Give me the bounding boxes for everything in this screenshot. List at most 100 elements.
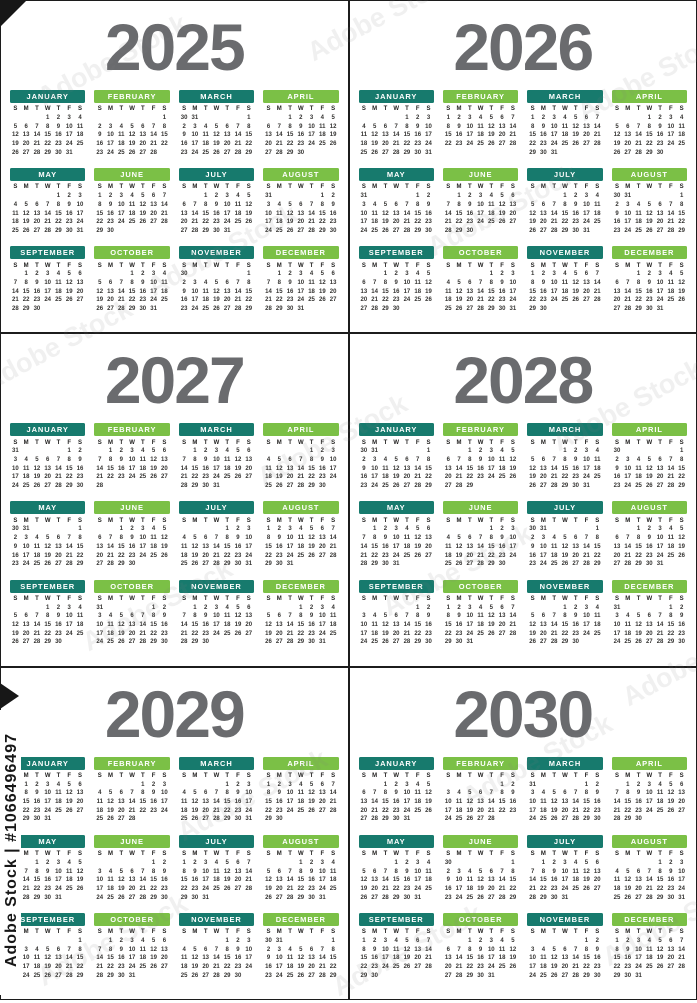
date-cell: 18 <box>612 885 623 894</box>
date-cell: 28 <box>274 148 285 157</box>
date-cell: 8 <box>612 945 623 954</box>
weekday-cell: T <box>137 183 148 192</box>
weekday-cell: T <box>306 772 317 781</box>
date-cell <box>507 815 518 824</box>
date-cell: 29 <box>391 893 402 902</box>
date-cell: 5 <box>380 612 391 621</box>
date-cell: 29 <box>412 227 423 236</box>
date-cell: 11 <box>538 798 549 807</box>
date-cell: 17 <box>94 629 105 638</box>
date-cell: 20 <box>94 551 105 560</box>
date-cell: 14 <box>179 464 190 473</box>
date-cell <box>263 603 274 612</box>
weekday-cell: T <box>53 772 64 781</box>
date-cell: 16 <box>116 954 127 963</box>
weekday-cell: T <box>137 595 148 604</box>
date-cell: 7 <box>285 612 296 621</box>
date-cell: 21 <box>475 296 486 305</box>
date-cell <box>443 937 454 946</box>
weekday-cell: F <box>412 850 423 859</box>
date-cell <box>359 270 370 279</box>
date-cell <box>263 447 274 456</box>
date-cell: 26 <box>423 296 434 305</box>
date-cell: 16 <box>359 473 370 482</box>
weekday-cell: S <box>94 183 105 192</box>
date-cell: 25 <box>359 148 370 157</box>
date-cell: 6 <box>475 789 486 798</box>
weekday-cell: T <box>570 772 581 781</box>
date-cell <box>423 305 434 314</box>
date-cell: 2 <box>328 192 339 201</box>
date-cell: 15 <box>42 131 53 140</box>
date-cell: 14 <box>285 876 296 885</box>
date-cell: 13 <box>665 945 676 954</box>
date-cell: 12 <box>549 798 560 807</box>
date-cell: 8 <box>391 867 402 876</box>
date-cell: 4 <box>222 603 233 612</box>
date-cell: 19 <box>64 798 75 807</box>
date-cell: 24 <box>581 473 592 482</box>
weekday-cell: S <box>10 595 21 604</box>
date-cell <box>127 603 138 612</box>
date-cell: 21 <box>507 131 518 140</box>
weekday-cell: S <box>612 928 623 937</box>
date-cell: 4 <box>423 858 434 867</box>
date-cell: 6 <box>328 270 339 279</box>
date-cell <box>94 114 105 123</box>
date-cell: 30 <box>423 638 434 647</box>
weekday-cell: T <box>32 261 43 270</box>
date-cell: 2 <box>676 603 687 612</box>
date-cell: 6 <box>507 192 518 201</box>
date-cell: 24 <box>105 148 116 157</box>
date-cell: 28 <box>570 815 581 824</box>
date-cell <box>21 603 32 612</box>
date-cell: 13 <box>592 867 603 876</box>
weekday-cell: S <box>359 772 370 781</box>
date-cell: 4 <box>612 867 623 876</box>
date-cell: 14 <box>549 621 560 630</box>
date-cell: 11 <box>75 612 86 621</box>
weekday-cell: F <box>148 772 159 781</box>
date-cell: 30 <box>42 893 53 902</box>
weekday-cell: S <box>94 516 105 525</box>
weekday-cell: F <box>233 595 244 604</box>
date-cell: 22 <box>243 296 254 305</box>
date-cell: 1 <box>127 270 138 279</box>
weekday-cell: S <box>592 772 603 781</box>
date-cell: 24 <box>64 629 75 638</box>
date-cell: 21 <box>622 296 633 305</box>
date-cell: 4 <box>32 534 43 543</box>
date-cell: 4 <box>538 945 549 954</box>
weekday-cell: F <box>665 183 676 192</box>
date-cell: 7 <box>423 937 434 946</box>
date-cell: 12 <box>127 131 138 140</box>
date-cell: 6 <box>317 780 328 789</box>
date-cell: 17 <box>159 798 170 807</box>
date-cell: 11 <box>443 543 454 552</box>
date-cell: 12 <box>116 621 127 630</box>
weekday-cell: T <box>53 595 64 604</box>
date-cell: 8 <box>295 612 306 621</box>
date-cell <box>592 148 603 157</box>
weekday-cell: T <box>32 850 43 859</box>
date-cell: 10 <box>211 612 222 621</box>
date-cell: 17 <box>633 954 644 963</box>
month-title: MARCH <box>179 423 254 436</box>
weekday-cell: T <box>549 595 560 604</box>
date-cell: 22 <box>464 473 475 482</box>
date-cell: 26 <box>612 148 623 157</box>
date-cell: 30 <box>274 815 285 824</box>
date-cell: 18 <box>179 551 190 560</box>
weekday-cell: T <box>116 928 127 937</box>
date-cell: 1 <box>486 525 497 534</box>
date-cell: 5 <box>10 612 21 621</box>
date-cell: 18 <box>64 876 75 885</box>
date-cell: 25 <box>21 482 32 491</box>
